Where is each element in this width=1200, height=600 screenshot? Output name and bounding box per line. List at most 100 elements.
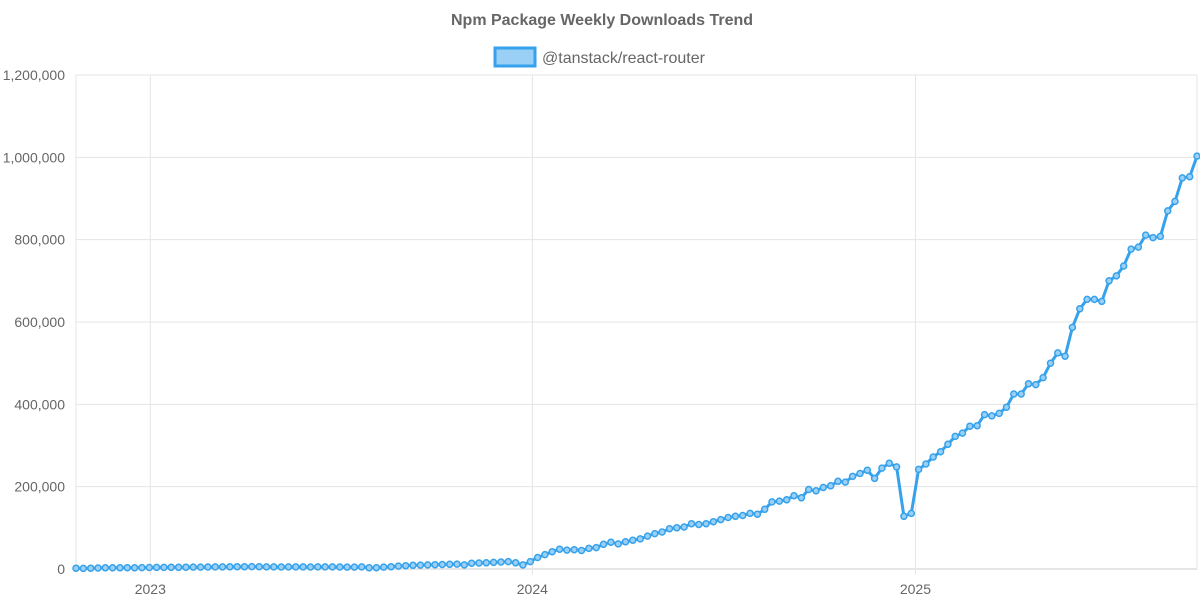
data-point[interactable]	[211, 563, 219, 571]
data-point[interactable]	[988, 412, 996, 420]
data-point[interactable]	[116, 564, 124, 572]
data-point[interactable]	[702, 519, 710, 528]
data-point[interactable]	[467, 559, 476, 567]
data-point[interactable]	[914, 465, 923, 474]
data-point[interactable]	[526, 557, 535, 566]
data-point[interactable]	[489, 558, 498, 567]
data-point[interactable]	[204, 563, 212, 571]
data-point[interactable]	[1134, 243, 1143, 251]
data-point[interactable]	[636, 535, 644, 543]
data-point[interactable]	[804, 485, 813, 494]
data-point[interactable]	[629, 536, 637, 544]
data-point[interactable]	[892, 463, 901, 471]
data-point[interactable]	[687, 519, 696, 528]
data-point[interactable]	[72, 564, 80, 572]
data-point[interactable]	[563, 546, 571, 554]
data-point[interactable]	[1171, 197, 1179, 206]
data-point[interactable]	[431, 560, 439, 569]
data-point[interactable]	[321, 563, 329, 571]
data-point[interactable]	[782, 496, 791, 504]
data-point[interactable]	[885, 459, 894, 467]
data-point[interactable]	[504, 557, 513, 566]
data-point[interactable]	[870, 474, 879, 483]
data-point[interactable]	[848, 472, 857, 481]
data-point[interactable]	[357, 563, 366, 571]
data-point[interactable]	[841, 478, 850, 486]
data-point[interactable]	[555, 545, 564, 553]
data-point[interactable]	[1112, 272, 1121, 280]
data-point[interactable]	[651, 529, 659, 538]
data-point[interactable]	[980, 410, 989, 419]
data-point[interactable]	[387, 562, 395, 571]
data-point[interactable]	[284, 563, 293, 571]
data-point[interactable]	[445, 560, 454, 569]
data-point[interactable]	[665, 524, 674, 533]
data-point[interactable]	[94, 564, 102, 572]
data-point[interactable]	[299, 563, 307, 571]
data-point[interactable]	[614, 540, 622, 548]
data-point[interactable]	[240, 562, 249, 571]
data-point[interactable]	[233, 562, 241, 571]
data-point[interactable]	[621, 538, 630, 546]
data-point[interactable]	[973, 421, 981, 430]
data-point[interactable]	[834, 477, 842, 486]
data-point[interactable]	[519, 561, 527, 569]
data-point[interactable]	[482, 559, 491, 567]
data-point[interactable]	[1119, 262, 1128, 270]
data-point[interactable]	[328, 563, 337, 571]
data-point[interactable]	[1017, 390, 1025, 398]
data-point[interactable]	[218, 563, 227, 571]
data-point[interactable]	[123, 563, 132, 572]
data-point[interactable]	[152, 563, 161, 572]
data-point[interactable]	[1054, 349, 1062, 357]
data-point[interactable]	[1178, 174, 1187, 182]
data-point[interactable]	[599, 540, 608, 549]
data-point[interactable]	[951, 432, 959, 441]
data-point[interactable]	[541, 550, 549, 559]
data-point[interactable]	[797, 494, 806, 502]
data-point[interactable]	[182, 563, 190, 571]
data-point[interactable]	[226, 563, 234, 571]
data-point[interactable]	[738, 511, 747, 520]
data-point[interactable]	[160, 563, 168, 572]
data-point[interactable]	[1024, 380, 1033, 388]
data-point[interactable]	[1076, 305, 1084, 313]
data-point[interactable]	[189, 563, 197, 571]
data-point[interactable]	[1193, 152, 1200, 160]
data-point[interactable]	[966, 422, 974, 430]
data-point[interactable]	[592, 543, 600, 552]
data-point[interactable]	[1185, 172, 1194, 181]
data-point[interactable]	[585, 544, 593, 553]
data-point[interactable]	[819, 483, 828, 492]
data-point[interactable]	[372, 563, 381, 572]
data-point[interactable]	[826, 482, 835, 490]
data-point[interactable]	[1141, 231, 1150, 239]
data-point[interactable]	[731, 512, 740, 521]
data-point[interactable]	[790, 491, 798, 500]
data-point[interactable]	[1061, 352, 1069, 360]
data-point[interactable]	[658, 528, 666, 536]
data-point[interactable]	[314, 563, 322, 571]
data-point[interactable]	[416, 561, 425, 569]
data-point[interactable]	[775, 497, 784, 505]
data-point[interactable]	[936, 447, 945, 456]
data-point[interactable]	[1098, 297, 1106, 306]
data-point[interactable]	[262, 563, 271, 571]
data-point[interactable]	[1127, 245, 1135, 253]
data-point[interactable]	[570, 545, 578, 554]
data-point[interactable]	[878, 464, 886, 472]
data-point[interactable]	[248, 562, 256, 571]
data-point[interactable]	[643, 532, 652, 540]
data-point[interactable]	[108, 564, 117, 572]
data-point[interactable]	[423, 561, 432, 569]
data-point[interactable]	[900, 512, 908, 521]
data-point[interactable]	[1083, 295, 1091, 304]
data-point[interactable]	[174, 563, 183, 572]
data-point[interactable]	[1105, 277, 1113, 285]
data-point[interactable]	[511, 559, 520, 567]
data-point[interactable]	[1046, 359, 1055, 367]
data-point[interactable]	[255, 562, 263, 571]
data-point[interactable]	[673, 524, 681, 532]
data-point[interactable]	[336, 563, 344, 571]
data-point[interactable]	[130, 564, 139, 572]
